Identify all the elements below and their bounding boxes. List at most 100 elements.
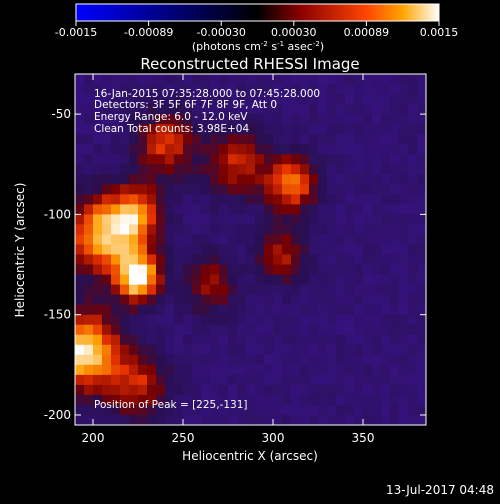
heatmap-cell bbox=[255, 154, 265, 165]
heatmap-cell bbox=[381, 194, 391, 205]
heatmap-cell bbox=[354, 364, 364, 376]
heatmap-cell bbox=[336, 164, 346, 175]
heatmap-cell bbox=[273, 194, 283, 205]
heatmap-cell bbox=[336, 374, 346, 386]
heatmap-cell bbox=[120, 324, 130, 336]
heatmap-cell bbox=[111, 264, 121, 276]
heatmap-cell bbox=[273, 414, 283, 426]
heatmap-cell bbox=[165, 404, 175, 416]
heatmap-cell bbox=[156, 164, 166, 175]
heatmap-cell bbox=[300, 144, 310, 155]
heatmap-cell bbox=[147, 354, 157, 366]
heatmap-cell bbox=[219, 354, 229, 366]
heatmap-cell bbox=[120, 414, 130, 426]
heatmap-cell bbox=[210, 384, 220, 396]
heatmap-cell bbox=[192, 124, 202, 135]
heatmap-cell bbox=[237, 214, 247, 225]
heatmap-cell bbox=[138, 344, 148, 356]
heatmap-cell bbox=[255, 334, 265, 346]
heatmap-cell bbox=[282, 294, 292, 306]
heatmap-cell bbox=[273, 334, 283, 346]
heatmap-cell bbox=[138, 324, 148, 336]
heatmap-cell bbox=[399, 114, 409, 125]
heatmap-cell bbox=[75, 274, 85, 286]
heatmap-cell bbox=[102, 284, 112, 296]
heatmap-cell bbox=[417, 374, 427, 386]
heatmap-cell bbox=[264, 164, 274, 175]
heatmap-cell bbox=[228, 164, 238, 175]
heatmap-cell bbox=[219, 254, 229, 266]
heatmap-cell bbox=[264, 174, 274, 185]
heatmap-cell bbox=[210, 84, 220, 95]
clean-counts-text: Clean Total counts: 3.98E+04 bbox=[94, 123, 249, 135]
heatmap-cell bbox=[408, 394, 418, 406]
heatmap-cell bbox=[75, 404, 85, 416]
heatmap-cell bbox=[210, 94, 220, 105]
heatmap-cell bbox=[201, 114, 211, 125]
heatmap-cell bbox=[381, 234, 391, 245]
heatmap-cell bbox=[273, 94, 283, 105]
x-axis-label: Heliocentric X (arcsec) bbox=[182, 449, 318, 463]
heatmap-cell bbox=[237, 154, 247, 165]
heatmap-cell bbox=[156, 154, 166, 165]
heatmap-cell bbox=[318, 404, 328, 416]
heatmap-cell bbox=[93, 324, 103, 336]
heatmap-cell bbox=[138, 374, 148, 386]
heatmap-cell bbox=[165, 174, 175, 185]
heatmap-cell bbox=[246, 284, 256, 296]
heatmap-cell bbox=[273, 74, 283, 85]
heatmap-cell bbox=[75, 234, 85, 245]
heatmap-cell bbox=[291, 334, 301, 346]
heatmap-cell bbox=[417, 154, 427, 165]
heatmap-cell bbox=[381, 264, 391, 276]
heatmap-cell bbox=[309, 204, 319, 215]
heatmap-cell bbox=[237, 134, 247, 145]
heatmap-cell bbox=[192, 204, 202, 215]
heatmap-cell bbox=[318, 354, 328, 366]
heatmap-cell bbox=[201, 124, 211, 135]
heatmap-cell bbox=[291, 154, 301, 165]
heatmap-cell bbox=[210, 274, 220, 286]
heatmap-cell bbox=[75, 374, 85, 386]
heatmap-cell bbox=[318, 344, 328, 356]
heatmap-cell bbox=[237, 324, 247, 336]
heatmap-cell bbox=[408, 174, 418, 185]
heatmap-cell bbox=[147, 224, 157, 235]
heatmap-cell bbox=[390, 254, 400, 266]
heatmap-cell bbox=[363, 164, 373, 175]
heatmap-cell bbox=[84, 74, 94, 85]
heatmap-cell bbox=[237, 174, 247, 185]
heatmap-cell bbox=[84, 164, 94, 175]
heatmap-cell bbox=[345, 344, 355, 356]
heatmap-cell bbox=[120, 214, 130, 225]
heatmap-cell bbox=[399, 334, 409, 346]
heatmap-cell bbox=[93, 164, 103, 175]
heatmap-cell bbox=[282, 194, 292, 205]
heatmap-cell bbox=[129, 184, 139, 195]
colorbar: -0.0015 -0.00089 -0.00030 0.00030 0.00089 0.0… bbox=[55, 3, 458, 53]
heatmap-cell bbox=[372, 264, 382, 276]
heatmap-cell bbox=[246, 304, 256, 316]
heatmap-cell bbox=[111, 294, 121, 306]
heatmap-cell bbox=[111, 244, 121, 256]
heatmap-cell bbox=[282, 334, 292, 346]
heatmap-cell bbox=[165, 324, 175, 336]
heatmap-cell bbox=[408, 194, 418, 205]
heatmap-cell bbox=[273, 124, 283, 135]
heatmap-cell bbox=[75, 104, 85, 115]
heatmap-cell bbox=[282, 234, 292, 245]
heatmap-cell bbox=[120, 314, 130, 326]
heatmap-cell bbox=[201, 84, 211, 95]
heatmap-cell bbox=[138, 144, 148, 155]
heatmap-cell bbox=[147, 324, 157, 336]
footer-date: 13-Jul-2017 04:48 bbox=[386, 483, 494, 497]
heatmap-cell bbox=[210, 264, 220, 276]
heatmap-cell bbox=[192, 324, 202, 336]
heatmap-cell bbox=[210, 364, 220, 376]
heatmap-cell bbox=[138, 264, 148, 276]
heatmap-cell bbox=[255, 224, 265, 235]
heatmap-cell bbox=[363, 124, 373, 135]
heatmap-cell bbox=[75, 354, 85, 366]
heatmap-cell bbox=[282, 344, 292, 356]
heatmap-cell bbox=[291, 204, 301, 215]
